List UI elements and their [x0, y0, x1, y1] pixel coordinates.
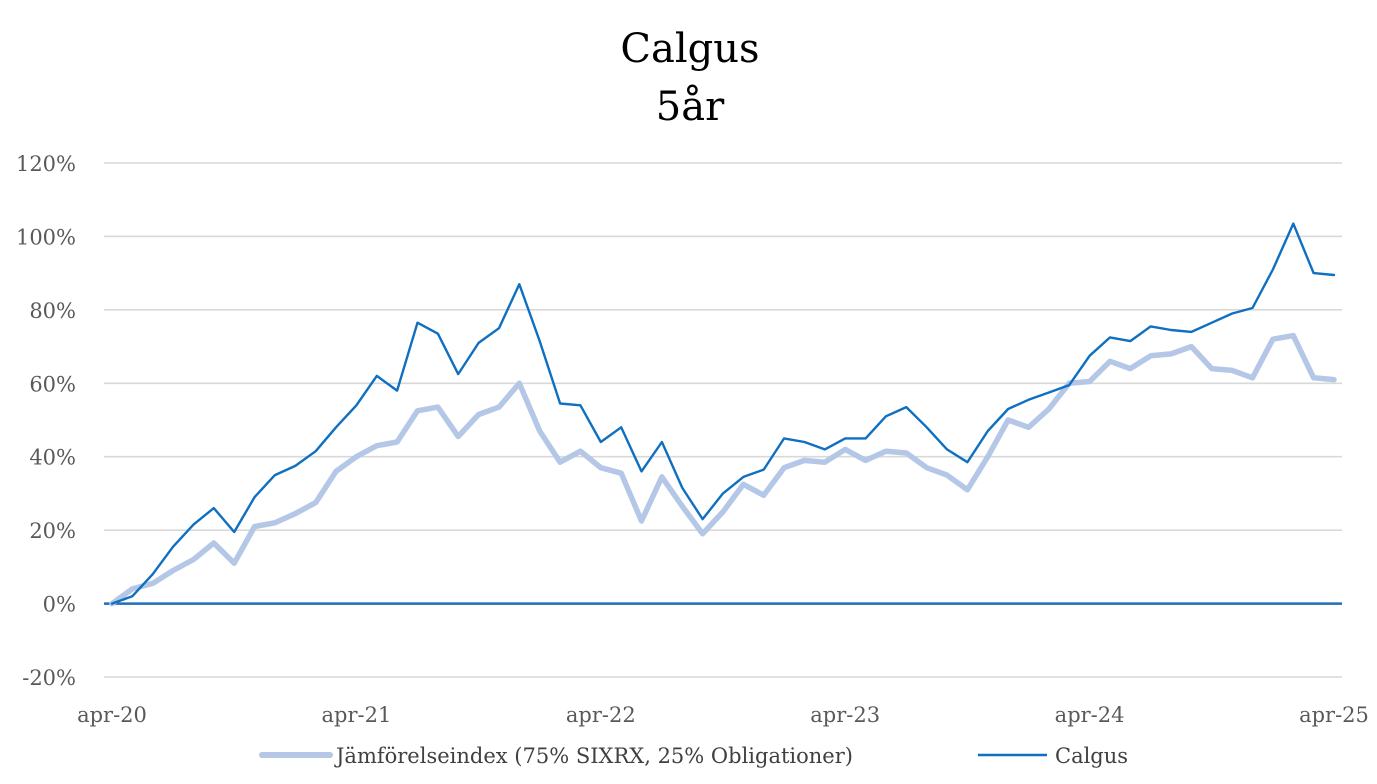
- y-tick-label: 60%: [29, 372, 76, 396]
- x-tick-label: apr-21: [321, 703, 391, 727]
- series-line-calgus: [110, 222, 1336, 605]
- x-axis-ticks: apr-20 apr-21 apr-22 apr-23 apr-24 apr-25: [77, 703, 1369, 727]
- x-tick-label: apr-20: [77, 703, 147, 727]
- gridlines: [104, 162, 1342, 678]
- chart-title: Calgus: [620, 26, 759, 72]
- x-tick-label: apr-22: [566, 703, 636, 727]
- y-tick-label: -20%: [22, 666, 76, 690]
- x-tick-label: apr-23: [810, 703, 880, 727]
- legend-label-benchmark: Jämförelseindex (75% SIXRX, 25% Obligati…: [334, 744, 853, 768]
- y-tick-label: 120%: [16, 152, 76, 176]
- series-lines: [109, 222, 1337, 607]
- y-tick-label: 0%: [43, 593, 76, 617]
- y-tick-label: 40%: [29, 446, 76, 470]
- y-tick-label: 20%: [29, 519, 76, 543]
- chart-subtitle: 5år: [656, 84, 725, 130]
- legend: Jämförelseindex (75% SIXRX, 25% Obligati…: [259, 744, 1128, 768]
- series-line-benchmark: [109, 332, 1337, 607]
- y-tick-label: 100%: [16, 225, 76, 249]
- y-axis-ticks: -20% 0% 20% 40% 60% 80% 100% 120%: [16, 152, 76, 690]
- x-tick-label: apr-24: [1055, 703, 1125, 727]
- x-tick-label: apr-25: [1299, 703, 1369, 727]
- y-tick-label: 80%: [29, 299, 76, 323]
- legend-label-calgus: Calgus: [1055, 744, 1128, 768]
